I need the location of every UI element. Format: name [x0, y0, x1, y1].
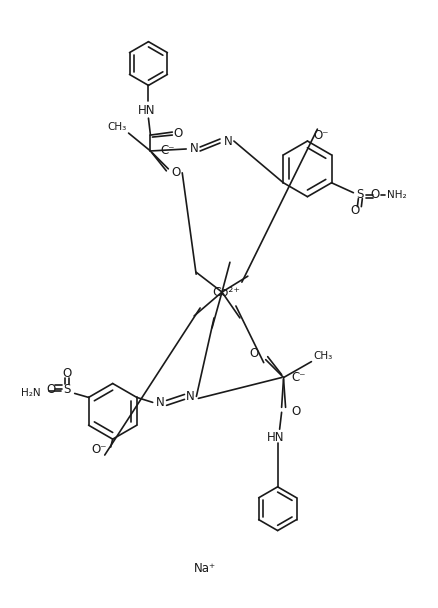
Text: Na⁺: Na⁺ — [194, 562, 215, 575]
Text: H₂N: H₂N — [21, 389, 41, 398]
Text: O: O — [171, 167, 180, 179]
Text: HN: HN — [138, 104, 155, 117]
Text: C⁻: C⁻ — [291, 371, 305, 384]
Text: O: O — [249, 347, 258, 360]
Text: S: S — [356, 188, 363, 201]
Text: O: O — [370, 188, 379, 201]
Text: Co²⁺: Co²⁺ — [212, 286, 240, 299]
Text: CH₃: CH₃ — [107, 122, 126, 132]
Text: O⁻: O⁻ — [91, 443, 106, 455]
Text: O: O — [290, 405, 300, 418]
Text: HN: HN — [266, 430, 284, 444]
Text: O: O — [173, 126, 183, 140]
Text: N: N — [189, 142, 198, 156]
Text: N: N — [156, 396, 165, 409]
Text: O: O — [62, 367, 71, 380]
Text: N: N — [223, 134, 232, 148]
Text: C⁻: C⁻ — [160, 145, 174, 157]
Text: S: S — [63, 383, 70, 396]
Text: O: O — [350, 204, 359, 217]
Text: CH₃: CH₃ — [313, 351, 332, 361]
Text: NH₂: NH₂ — [386, 190, 406, 199]
Text: N: N — [186, 390, 194, 403]
Text: O: O — [46, 383, 55, 396]
Text: O⁻: O⁻ — [313, 128, 328, 142]
